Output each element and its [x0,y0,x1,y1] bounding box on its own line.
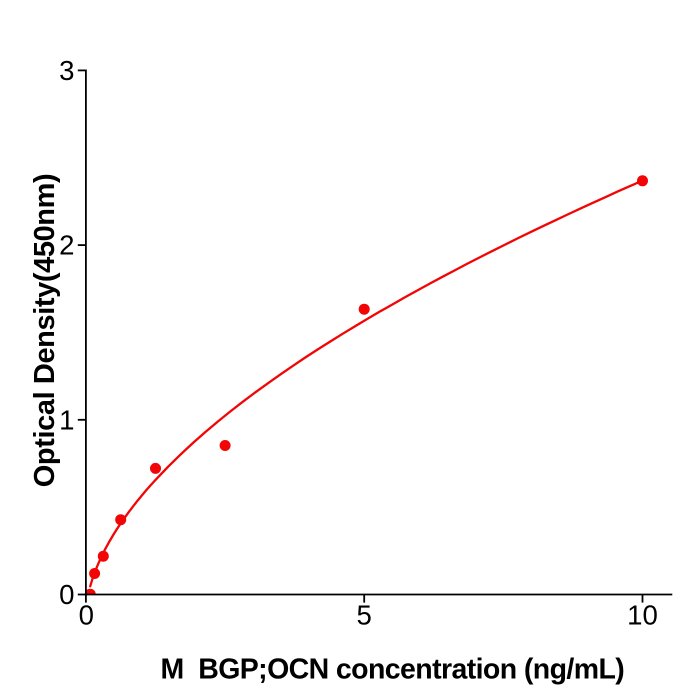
svg-text:M BGP;OCN concentration (ng/m: M BGP;OCN concentration (ng/mL) [160,654,624,686]
svg-text:Optical Density(450nm): Optical Density(450nm) [29,174,61,488]
svg-text:0: 0 [79,600,94,631]
svg-text:5: 5 [357,600,372,631]
svg-text:10: 10 [627,600,658,631]
svg-text:1: 1 [59,404,74,435]
svg-text:0: 0 [59,579,74,610]
svg-text:3: 3 [59,55,74,86]
svg-text:2: 2 [59,230,74,261]
